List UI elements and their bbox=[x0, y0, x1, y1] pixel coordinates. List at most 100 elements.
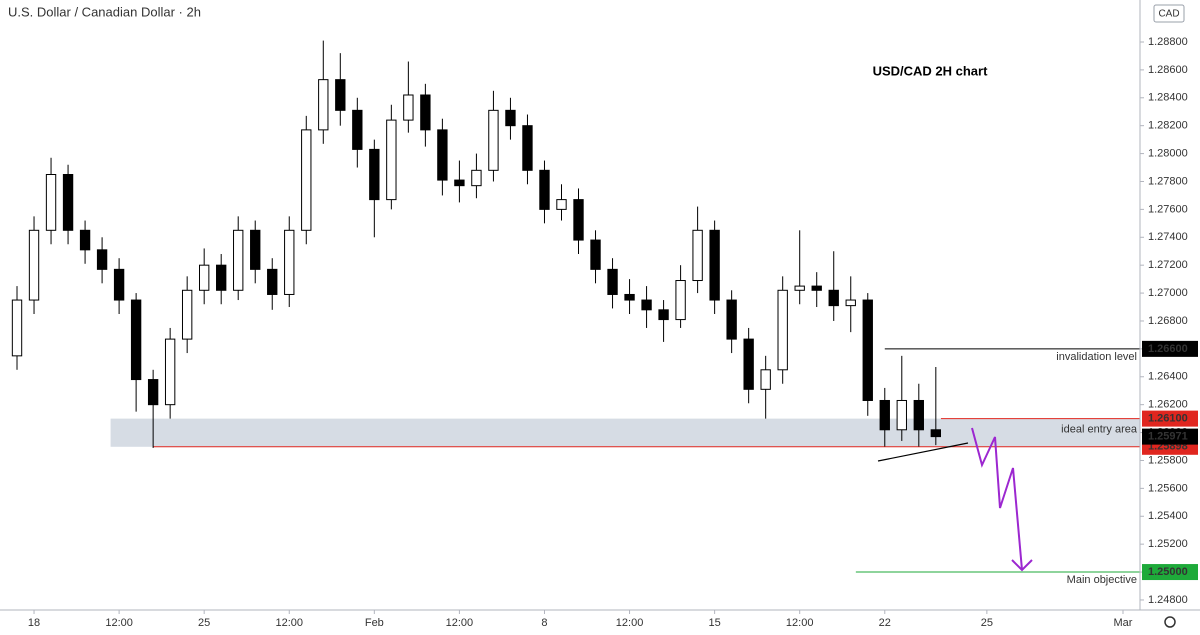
last-price-tag bbox=[1142, 428, 1198, 445]
candle-body bbox=[709, 229, 720, 301]
currency: CAD bbox=[1158, 9, 1179, 20]
x-tick-label: 8 bbox=[541, 617, 547, 629]
candle-body bbox=[641, 299, 652, 311]
candle-body bbox=[828, 289, 839, 307]
candle-body bbox=[675, 280, 686, 321]
level-text: Main objective bbox=[1067, 574, 1137, 586]
candle-body bbox=[930, 429, 941, 438]
x-tick-label: 12:00 bbox=[275, 617, 303, 629]
x-tick-label: 12:00 bbox=[786, 617, 814, 629]
candle-body bbox=[794, 285, 805, 291]
candle-body bbox=[147, 379, 159, 406]
candle-body bbox=[45, 174, 57, 231]
y-tick-label: 1.27600 bbox=[1148, 203, 1188, 215]
x-tick-label: Mar bbox=[1114, 617, 1133, 629]
candle-body bbox=[352, 109, 363, 150]
candle-body bbox=[267, 268, 278, 295]
x-tick-label: 18 bbox=[28, 617, 40, 629]
y-tick-label: 1.25400 bbox=[1148, 510, 1188, 522]
candle-body bbox=[777, 289, 788, 371]
x-tick-label: Feb bbox=[365, 617, 384, 629]
candle-body bbox=[233, 229, 244, 291]
candle-body bbox=[113, 268, 125, 301]
entry-zone-text: ideal entry area bbox=[1061, 424, 1138, 436]
candle-body bbox=[301, 129, 312, 231]
candle-body bbox=[471, 169, 482, 187]
candle-body bbox=[760, 369, 771, 390]
candle-body bbox=[743, 338, 754, 390]
candle-body bbox=[335, 79, 346, 111]
candle-body bbox=[369, 148, 380, 201]
candle-body bbox=[726, 299, 737, 340]
annotation: USD/CAD 2H chart bbox=[873, 63, 989, 78]
entry-zone bbox=[110, 418, 1140, 447]
x-tick-label: 22 bbox=[879, 617, 891, 629]
candle-body bbox=[216, 264, 227, 291]
x-tick-label: 15 bbox=[709, 617, 721, 629]
candle-body bbox=[11, 299, 23, 357]
x-tick-label: 25 bbox=[198, 617, 210, 629]
zone-high-tag bbox=[1142, 410, 1198, 427]
candle-body bbox=[896, 399, 907, 431]
level-tag bbox=[1142, 340, 1198, 357]
level-tag-label: 1.25000 bbox=[1148, 566, 1188, 578]
y-tick-label: 1.25600 bbox=[1148, 482, 1188, 494]
candle-body bbox=[164, 338, 176, 406]
level-text: invalidation level bbox=[1056, 351, 1137, 363]
candle-body bbox=[658, 309, 669, 321]
candle-body bbox=[403, 94, 414, 121]
y-tick-label: 1.27000 bbox=[1148, 287, 1188, 299]
y-tick-label: 1.24800 bbox=[1148, 594, 1188, 606]
currency-badge bbox=[1153, 4, 1185, 23]
y-tick-label: 1.27200 bbox=[1148, 259, 1188, 271]
y-tick-label: 1.25800 bbox=[1148, 454, 1188, 466]
candle-body bbox=[913, 399, 924, 431]
chart-title: U.S. Dollar / Canadian Dollar · 2h bbox=[8, 4, 201, 19]
candle-body bbox=[28, 229, 40, 301]
y-tick-label: 1.26200 bbox=[1148, 399, 1188, 411]
projection-path bbox=[971, 427, 1023, 571]
candle-body bbox=[522, 125, 533, 171]
candle-body bbox=[130, 299, 142, 381]
candle-body bbox=[607, 268, 618, 295]
candle-body bbox=[624, 293, 635, 301]
candle-body bbox=[318, 79, 329, 131]
projection-arrowhead bbox=[1011, 559, 1033, 572]
y-tick-label: 1.28000 bbox=[1148, 147, 1188, 159]
y-tick-label: 1.27400 bbox=[1148, 231, 1188, 243]
settings-icon[interactable] bbox=[1164, 616, 1176, 628]
candle-body bbox=[284, 229, 295, 295]
candle-body bbox=[437, 129, 448, 181]
candle-body bbox=[420, 94, 431, 131]
candle-body bbox=[505, 109, 516, 127]
candle-body bbox=[62, 174, 74, 231]
x-tick-label: 25 bbox=[981, 617, 993, 629]
y-tick-label: 1.28600 bbox=[1148, 64, 1188, 76]
level-tag bbox=[1142, 564, 1198, 581]
y-tick-label: 1.28800 bbox=[1148, 36, 1188, 48]
candle-body bbox=[96, 249, 108, 270]
level-tag-label: 1.26600 bbox=[1148, 343, 1188, 355]
last-price-tag-label: 1.25971 bbox=[1148, 431, 1188, 443]
candle-body bbox=[862, 299, 873, 401]
x-tick-label: 12:00 bbox=[105, 617, 133, 629]
trend-line bbox=[877, 442, 969, 462]
candle-body bbox=[845, 299, 856, 307]
y-tick-label: 1.25200 bbox=[1148, 538, 1188, 550]
y-tick-label: 1.26800 bbox=[1148, 315, 1188, 327]
candle-body bbox=[454, 179, 465, 187]
x-tick-label: 12:00 bbox=[446, 617, 474, 629]
candle-body bbox=[181, 289, 193, 340]
candle-body bbox=[250, 229, 261, 270]
x-tick-label: 12:00 bbox=[616, 617, 644, 629]
y-tick-label: 1.27800 bbox=[1148, 175, 1188, 187]
candle-body bbox=[79, 229, 91, 251]
y-tick-label: 1.28400 bbox=[1148, 92, 1188, 104]
candle-body bbox=[386, 119, 397, 201]
zone-high-tag-label: 1.26100 bbox=[1148, 413, 1188, 425]
candle-body bbox=[556, 199, 567, 210]
candle-body bbox=[199, 264, 210, 291]
